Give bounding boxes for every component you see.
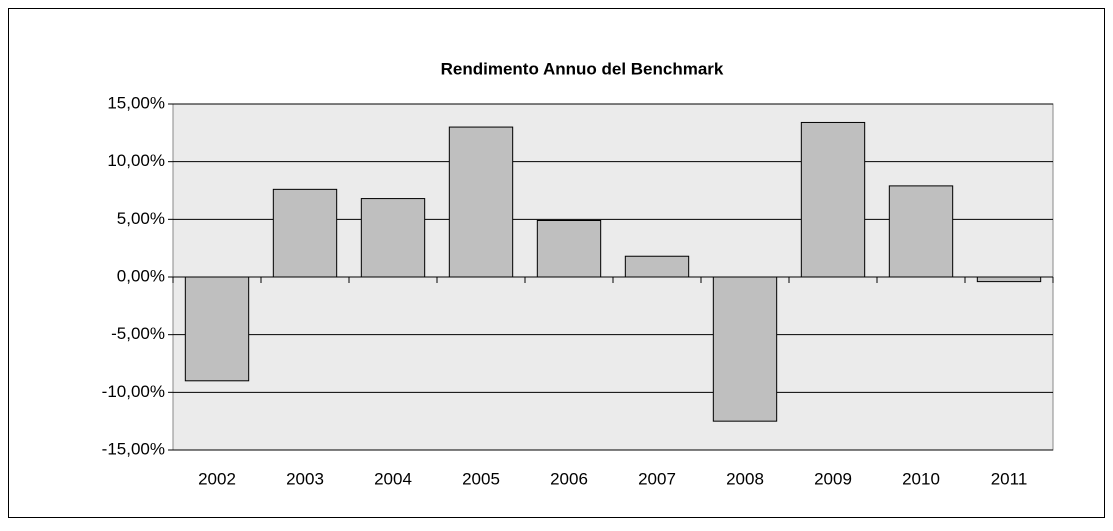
bar bbox=[800, 121, 866, 278]
y-tick-label: -10,00% bbox=[102, 382, 165, 401]
x-tick-label: 2011 bbox=[991, 469, 1028, 488]
y-tick-label: -15,00% bbox=[102, 439, 165, 458]
bar bbox=[184, 276, 250, 382]
y-tick-label: 0,00% bbox=[117, 266, 165, 285]
bar bbox=[272, 188, 338, 278]
y-tick-label: -5,00% bbox=[111, 324, 165, 343]
bar bbox=[888, 185, 954, 278]
bar bbox=[976, 276, 1042, 283]
x-tick-label: 2003 bbox=[286, 469, 324, 488]
y-tick-label: 10,00% bbox=[107, 151, 165, 170]
x-tick-label: 2010 bbox=[902, 469, 940, 488]
y-tick-label: 15,00% bbox=[107, 93, 165, 112]
x-tick-label: 2009 bbox=[814, 469, 852, 488]
x-tick-label: 2008 bbox=[726, 469, 764, 488]
x-tick-label: 2007 bbox=[638, 469, 676, 488]
x-tick-label: 2004 bbox=[374, 469, 412, 488]
bar bbox=[536, 219, 602, 278]
bar bbox=[712, 276, 778, 422]
x-tick-label: 2006 bbox=[550, 469, 588, 488]
bar bbox=[360, 198, 426, 278]
x-tick-label: 2005 bbox=[462, 469, 500, 488]
y-tick-label: 5,00% bbox=[117, 209, 165, 228]
bar bbox=[624, 255, 690, 278]
bar bbox=[448, 126, 514, 278]
chart-title: Rendimento Annuo del Benchmark bbox=[441, 59, 724, 78]
x-tick-label: 2002 bbox=[198, 469, 236, 488]
